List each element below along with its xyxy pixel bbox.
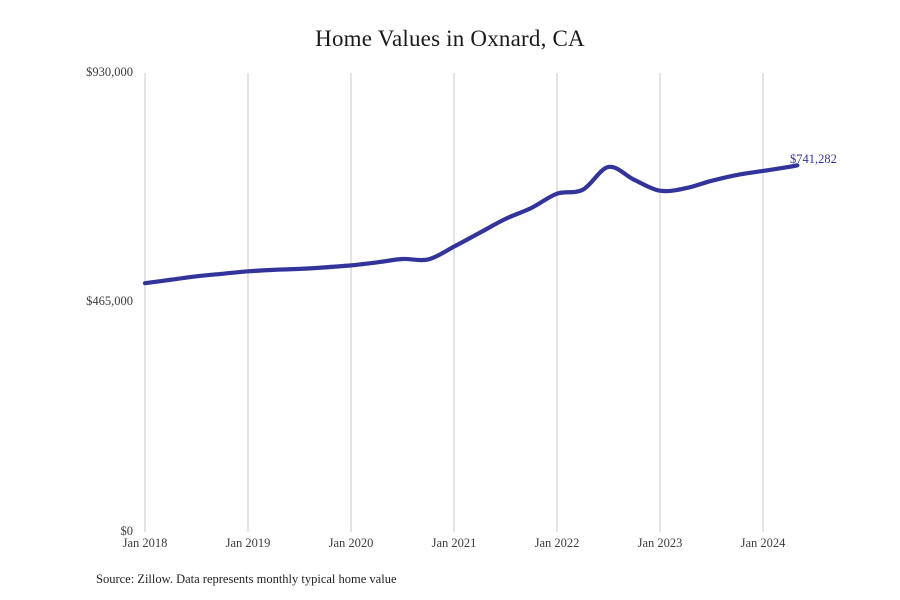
- y-tick-label-zero: $0: [120, 524, 134, 538]
- y-tick-label-mid: $465,000: [86, 294, 133, 308]
- gridlines-group: [144, 73, 764, 532]
- y-tick-label-max: $930,000: [86, 65, 133, 79]
- x-tick-label-jan-2021: Jan 2021: [431, 536, 477, 550]
- source-note: Source: Zillow. Data represents monthly …: [96, 572, 397, 586]
- x-tick-label-jan-2019: Jan 2019: [225, 536, 271, 550]
- end-value-annotation: $741,282: [790, 152, 837, 166]
- x-tick-label-jan-2020: Jan 2020: [328, 536, 374, 550]
- chart-title: Home Values in Oxnard, CA: [315, 26, 585, 51]
- x-tick-label-jan-2024: Jan 2024: [740, 536, 786, 550]
- x-tick-label-jan-2018: Jan 2018: [122, 536, 168, 550]
- line-series-typical-home-value: [142, 163, 800, 286]
- x-tick-label-jan-2023: Jan 2023: [637, 536, 683, 550]
- y-axis-labels: $930,000 $465,000 $0: [0, 0, 133, 600]
- x-tick-label-jan-2022: Jan 2022: [534, 536, 580, 550]
